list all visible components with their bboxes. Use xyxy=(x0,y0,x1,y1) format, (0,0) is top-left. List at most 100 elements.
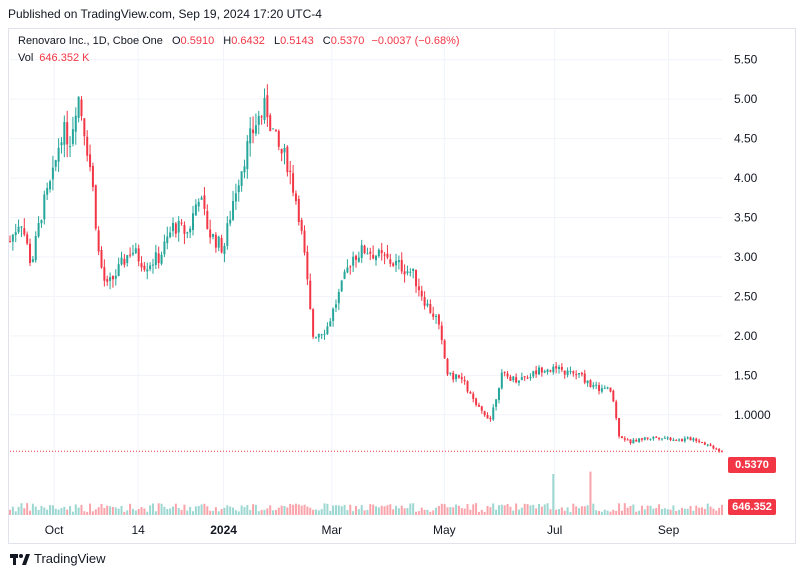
candle-body xyxy=(700,442,703,444)
x-tick-label: 2024 xyxy=(210,523,237,537)
candle-body xyxy=(74,115,77,132)
candle-body xyxy=(598,385,601,391)
candle-body xyxy=(663,437,666,439)
candle-body xyxy=(377,249,380,257)
volume-bar xyxy=(598,511,601,515)
volume-bar xyxy=(537,503,540,515)
candle-body xyxy=(469,392,472,394)
volume-bar xyxy=(11,506,14,515)
candle-body xyxy=(269,115,272,132)
volume-bar xyxy=(417,511,420,515)
candle-body xyxy=(31,259,34,262)
candle-body xyxy=(572,371,575,374)
volume-bar xyxy=(354,505,357,515)
volume-bar xyxy=(380,505,383,515)
candle-body xyxy=(160,254,163,264)
candle-body xyxy=(312,309,315,337)
volume-bar xyxy=(17,506,20,515)
candle-body xyxy=(506,373,509,377)
volume-bar xyxy=(640,505,643,515)
ohlc-legend: Renovaro Inc., 1D, Cboe One O0.5910 H0.6… xyxy=(18,35,460,47)
candle-body xyxy=(698,440,701,442)
candle-body xyxy=(303,230,306,253)
last-volume-tag: 646.352 K xyxy=(728,499,776,529)
volume-bar xyxy=(372,504,375,515)
volume-bar xyxy=(329,510,332,515)
volume-bar xyxy=(515,503,518,515)
volume-bar xyxy=(269,505,272,515)
candle-body xyxy=(100,249,103,268)
candle-body xyxy=(111,275,114,280)
volume-bar xyxy=(332,505,335,515)
volume-bar xyxy=(254,504,257,515)
candle-body xyxy=(489,417,492,420)
candle-body xyxy=(266,95,269,118)
volume-bar xyxy=(357,509,360,515)
volume-bar xyxy=(660,509,663,515)
candle-body xyxy=(517,380,520,383)
candle-body xyxy=(174,223,177,234)
volume-bar xyxy=(91,511,94,515)
volume-bar xyxy=(51,505,54,515)
candle-body xyxy=(94,185,97,229)
candle-body xyxy=(106,279,109,282)
volume-bar xyxy=(592,503,595,515)
volume-bar xyxy=(146,511,149,515)
published-note: Published on TradingView.com, Sep 19, 20… xyxy=(8,7,322,21)
volume-bar xyxy=(289,503,292,515)
y-tick-label: 1.50 xyxy=(734,368,758,382)
volume-bar xyxy=(46,509,49,515)
candle-body xyxy=(523,376,526,378)
candle-body xyxy=(294,193,297,202)
candle-body xyxy=(229,219,232,224)
candle-body xyxy=(57,147,60,162)
candle-body xyxy=(586,380,589,384)
candle-body xyxy=(329,321,332,327)
candle-body xyxy=(60,142,63,146)
close-label: C xyxy=(322,35,331,47)
candle-body xyxy=(340,280,343,292)
candle-body xyxy=(86,136,89,156)
candle-body xyxy=(629,439,632,444)
candle-body xyxy=(543,371,546,373)
candle-body xyxy=(246,141,249,170)
volume-bar xyxy=(189,506,192,515)
candle-body xyxy=(432,313,435,317)
open-label: O xyxy=(171,35,181,47)
candle-body xyxy=(234,193,237,202)
volume-bar xyxy=(20,503,23,515)
candle-body xyxy=(549,370,552,372)
candle-body xyxy=(103,267,106,281)
volume-bar xyxy=(497,505,500,515)
volume-bar xyxy=(623,503,626,515)
candle-body xyxy=(186,232,189,234)
volume-bar xyxy=(475,503,478,515)
volume-bar xyxy=(435,507,438,515)
volume-bar xyxy=(386,505,389,515)
volume-bar xyxy=(535,508,538,515)
candle-body xyxy=(223,246,226,255)
volume-bar xyxy=(71,511,74,515)
last-price-tag: 0.5370 xyxy=(728,457,776,473)
volume-bar xyxy=(214,507,217,515)
candle-body xyxy=(154,252,157,266)
candle-body xyxy=(395,260,398,266)
candle-body xyxy=(406,271,409,274)
volume-bar xyxy=(34,506,37,515)
candle-body xyxy=(718,449,721,452)
volume-bar xyxy=(249,509,252,515)
volume-bar xyxy=(426,509,429,515)
volume-bar xyxy=(412,503,415,515)
candle-body xyxy=(277,130,280,147)
candle-body xyxy=(638,438,641,442)
volume-bar xyxy=(257,511,260,515)
candle-body xyxy=(323,333,326,335)
volume-bar xyxy=(69,506,72,515)
candle-body xyxy=(675,439,678,441)
candle-body xyxy=(709,444,712,446)
volume-bar xyxy=(506,503,509,515)
volume-bar xyxy=(326,503,329,515)
volume-bar xyxy=(177,508,180,515)
candle-body xyxy=(177,220,180,233)
